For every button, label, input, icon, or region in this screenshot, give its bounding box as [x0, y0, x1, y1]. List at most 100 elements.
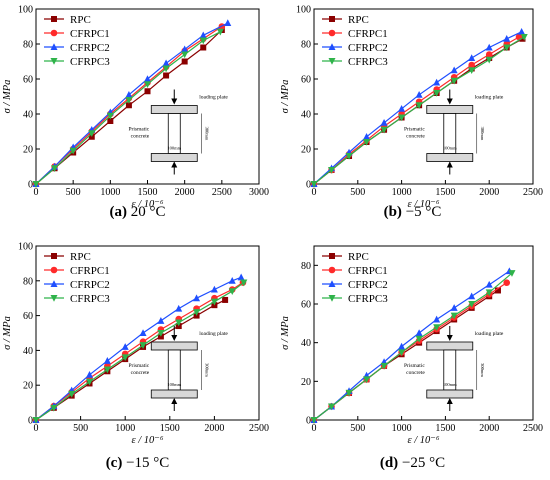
data-point [485, 289, 493, 297]
legend-label: RPC [70, 14, 91, 26]
chart-panel-d: 0 500 1000 1500 2000 2500 0 20 40 60 80 ε / 10⁻⁶ σ /… [280, 245, 543, 446]
y-tick-label: 40 [301, 338, 311, 349]
y-tick-label: 40 [301, 110, 311, 121]
loading-plate-bottom [150, 153, 198, 162]
data-point [345, 389, 353, 397]
data-point [363, 139, 371, 146]
inset-label-height: 300mm [204, 363, 209, 377]
data-point [222, 296, 229, 303]
data-point [398, 104, 406, 112]
arrowhead-icon [446, 98, 453, 105]
y-tick-label: 60 [301, 300, 311, 311]
legend-marker [328, 295, 336, 302]
data-point [193, 309, 201, 316]
data-point [468, 67, 476, 75]
series-line [313, 36, 525, 185]
data-point [139, 329, 147, 336]
inset-label-height: 300mm [204, 127, 209, 141]
data-point [450, 304, 458, 311]
data-point [468, 301, 476, 308]
legend-marker [328, 58, 336, 65]
arrowhead-icon [446, 398, 453, 404]
y-tick-label: 80 [301, 40, 311, 51]
y-tick-label: 0 [306, 180, 311, 191]
y-tick-label: 20 [301, 145, 311, 156]
data-point [450, 66, 458, 74]
inset-label-concrete: concrete [406, 370, 425, 376]
data-point [380, 126, 388, 134]
x-tick-label: 1000 [115, 423, 135, 434]
legend-marker [328, 29, 336, 37]
legend-marker [50, 295, 58, 302]
data-point [519, 35, 526, 42]
inset-label-height: 300mm [480, 127, 485, 141]
legend-marker [50, 280, 58, 287]
data-point [32, 181, 40, 188]
data-point [181, 51, 189, 59]
x-tick-label: 1000 [100, 187, 120, 198]
x-tick-label: 0 [312, 423, 317, 434]
data-point [106, 112, 114, 120]
y-tick-label: 80 [23, 40, 33, 51]
data-point [181, 45, 189, 53]
series-rpc [311, 35, 526, 187]
arrowhead-icon [171, 98, 178, 105]
data-point [103, 357, 111, 364]
x-tick-label: 2500 [523, 423, 543, 434]
y-tick-label: 40 [23, 346, 33, 357]
y-tick-label: 60 [23, 311, 33, 322]
y-tick-label: 100 [18, 242, 33, 253]
arrowhead-icon [446, 161, 453, 168]
y-tick-label: 20 [23, 381, 33, 392]
data-point [193, 294, 201, 302]
series-cfrpc3 [310, 270, 516, 424]
data-point [398, 114, 406, 122]
data-point [494, 287, 501, 294]
data-point [121, 354, 129, 362]
inset-label-height: 300mm [480, 363, 485, 377]
x-tick-label: 2000 [479, 423, 499, 434]
loading-plate-bottom [426, 389, 474, 399]
legend-marker [51, 16, 57, 22]
data-point [125, 97, 133, 104]
data-point [345, 153, 353, 160]
data-point [468, 61, 475, 69]
x-tick-label: 1500 [435, 187, 455, 198]
loading-plate-top [426, 105, 474, 114]
x-tick-label: 0 [34, 423, 39, 434]
legend-label: CFRPC3 [348, 56, 388, 68]
data-point [157, 330, 165, 337]
legend-marker [50, 29, 58, 37]
data-point [433, 78, 441, 86]
series-cfrpc3 [310, 34, 528, 188]
legend-label: CFRPC2 [348, 279, 388, 291]
inset-label-loading-plate: loading plate [199, 95, 228, 101]
series-cfrpc1 [310, 33, 523, 188]
legend-label: CFRPC1 [70, 265, 110, 277]
data-point [450, 312, 458, 320]
legend-marker [50, 58, 58, 65]
y-tick-label: 100 [296, 5, 311, 16]
legend-label: CFRPC1 [348, 28, 388, 40]
data-point [144, 88, 151, 95]
data-point [363, 376, 371, 384]
y-tick-label: 60 [23, 75, 33, 86]
legend-label: CFRPC1 [70, 28, 110, 40]
x-tick-label: 0 [34, 187, 39, 198]
arrowhead-icon [171, 398, 178, 404]
data-point [398, 349, 406, 357]
legend-marker [328, 280, 336, 287]
data-point [107, 118, 114, 124]
legend-marker [329, 253, 335, 259]
data-point [200, 44, 207, 51]
legend: RPC CFRPC1 CFRPC2 CFRPC3 [44, 251, 110, 305]
data-point [433, 90, 441, 97]
data-point [157, 317, 165, 324]
data-point [68, 390, 76, 398]
x-tick-label: 2500 [212, 187, 232, 198]
x-tick-label: 1500 [160, 423, 180, 434]
series-rpc [33, 296, 229, 423]
x-tick-label: 2500 [523, 187, 543, 198]
x-tick-label: 1000 [392, 423, 412, 434]
